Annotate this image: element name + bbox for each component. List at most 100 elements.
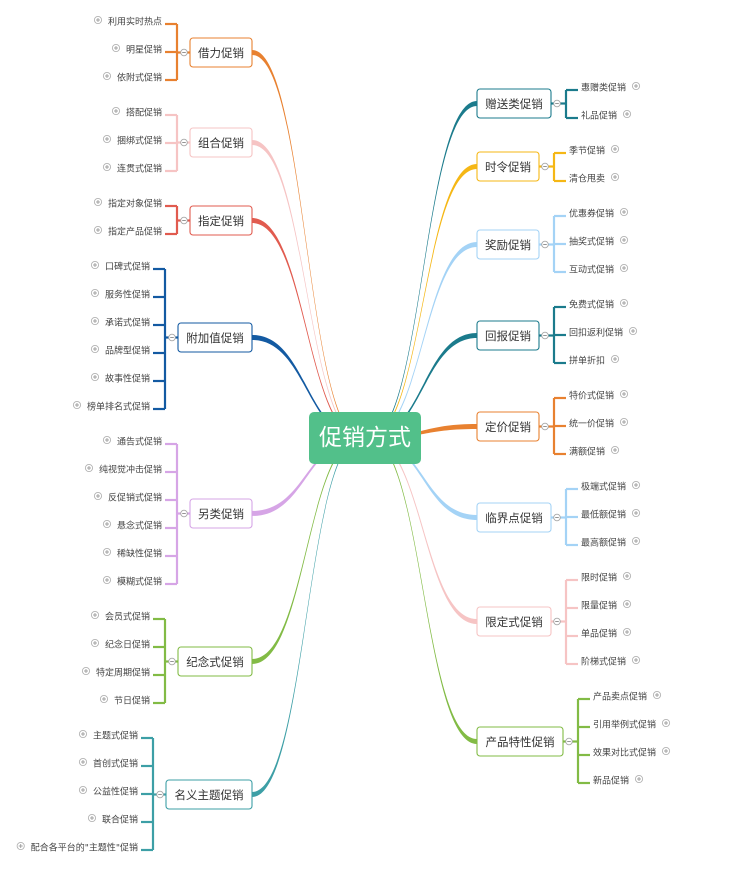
right-leaf-expand-icon-7-0[interactable] xyxy=(652,690,662,700)
left-leaf-expand-icon-5-1[interactable] xyxy=(90,638,100,648)
right-leaf-label-1-0: 季节促销 xyxy=(569,145,605,157)
left-leaf-expand-icon-5-0[interactable] xyxy=(90,610,100,620)
left-collapse-icon-6[interactable] xyxy=(156,790,164,799)
right-collapse-icon-7[interactable] xyxy=(565,737,573,746)
right-leaf-expand-icon-5-2[interactable] xyxy=(631,536,641,546)
right-leaf-expand-icon-7-1[interactable] xyxy=(661,718,671,728)
right-leaf-expand-icon-2-2[interactable] xyxy=(619,263,629,273)
left-leaf-expand-icon-6-3[interactable] xyxy=(87,813,97,823)
right-branch-curve-6 xyxy=(369,437,477,624)
left-branch-node-5[interactable]: 纪念式促销 xyxy=(177,646,253,677)
left-leaf-expand-icon-3-3[interactable] xyxy=(90,344,100,354)
right-branch-node-3[interactable]: 回报促销 xyxy=(476,320,540,351)
right-collapse-icon-1[interactable] xyxy=(541,162,549,171)
right-collapse-icon-4[interactable] xyxy=(541,422,549,431)
left-leaf-expand-icon-6-2[interactable] xyxy=(78,785,88,795)
left-leaf-label-5-2: 特定周期促销 xyxy=(96,667,150,679)
right-leaf-expand-icon-3-2[interactable] xyxy=(610,354,620,364)
left-leaf-expand-icon-3-5[interactable] xyxy=(72,400,82,410)
right-branch-node-6[interactable]: 限定式促销 xyxy=(476,606,552,637)
left-collapse-icon-5[interactable] xyxy=(168,657,176,666)
left-collapse-icon-1[interactable] xyxy=(180,138,188,147)
left-branch-node-2[interactable]: 指定促销 xyxy=(189,205,253,236)
left-leaf-expand-icon-2-1[interactable] xyxy=(93,225,103,235)
right-leaf-expand-icon-1-1[interactable] xyxy=(610,172,620,182)
left-branch-node-0[interactable]: 借力促销 xyxy=(189,37,253,68)
right-branch-node-0[interactable]: 赠送类促销 xyxy=(476,88,552,119)
right-leaf-expand-icon-0-1[interactable] xyxy=(622,109,632,119)
left-leaf-expand-icon-0-2[interactable] xyxy=(102,71,112,81)
left-leaf-expand-icon-4-2[interactable] xyxy=(93,491,103,501)
right-leaf-expand-icon-5-1[interactable] xyxy=(631,508,641,518)
right-branch-node-1[interactable]: 时令促销 xyxy=(476,151,540,182)
right-collapse-icon-2[interactable] xyxy=(541,240,549,249)
left-leaf-label-3-2: 承诺式促销 xyxy=(105,317,150,329)
right-leaf-expand-icon-4-1[interactable] xyxy=(619,417,629,427)
left-leaf-expand-icon-0-1[interactable] xyxy=(111,43,121,53)
left-leaf-expand-icon-4-3[interactable] xyxy=(102,519,112,529)
left-leaf-expand-icon-3-2[interactable] xyxy=(90,316,100,326)
left-leaf-expand-icon-3-4[interactable] xyxy=(90,372,100,382)
left-leaf-expand-icon-3-0[interactable] xyxy=(90,260,100,270)
right-branch-node-5[interactable]: 临界点促销 xyxy=(476,502,552,533)
right-collapse-icon-6[interactable] xyxy=(553,617,561,626)
left-leaf-expand-icon-1-2[interactable] xyxy=(102,162,112,172)
right-collapse-icon-5[interactable] xyxy=(553,513,561,522)
right-leaf-label-0-0: 惠赠类促销 xyxy=(581,82,626,94)
left-leaf-expand-icon-5-2[interactable] xyxy=(81,666,91,676)
left-leaf-expand-icon-0-0[interactable] xyxy=(93,15,103,25)
left-leaf-expand-icon-4-1[interactable] xyxy=(84,463,94,473)
right-leaf-expand-icon-4-0[interactable] xyxy=(619,389,629,399)
left-leaf-expand-icon-6-0[interactable] xyxy=(78,729,88,739)
left-leaf-label-6-0: 主题式促销 xyxy=(93,730,138,742)
left-collapse-icon-2[interactable] xyxy=(180,216,188,225)
left-branch-label-5: 纪念式促销 xyxy=(186,655,244,669)
right-leaf-expand-icon-7-2[interactable] xyxy=(661,746,671,756)
left-leaf-expand-icon-4-4[interactable] xyxy=(102,547,112,557)
right-collapse-icon-3[interactable] xyxy=(541,331,549,340)
left-leaf-expand-icon-1-0[interactable] xyxy=(111,106,121,116)
right-leaf-expand-icon-6-1[interactable] xyxy=(622,599,632,609)
left-leaf-expand-icon-1-1[interactable] xyxy=(102,134,112,144)
central-topic[interactable]: 促销方式 xyxy=(309,412,421,464)
left-leaf-expand-icon-4-5[interactable] xyxy=(102,575,112,585)
left-leaf-expand-icon-2-0[interactable] xyxy=(93,197,103,207)
right-leaf-expand-icon-3-1[interactable] xyxy=(628,326,638,336)
right-leaf-expand-icon-3-0[interactable] xyxy=(619,298,629,308)
left-branch-node-1[interactable]: 组合促销 xyxy=(189,127,253,158)
left-leaf-expand-icon-4-0[interactable] xyxy=(102,435,112,445)
right-branch-node-7[interactable]: 产品特性促销 xyxy=(476,726,564,757)
right-leaf-label-7-3: 新品促销 xyxy=(593,775,629,787)
left-branch-node-4[interactable]: 另类促销 xyxy=(189,498,253,529)
left-leaf-label-5-3: 节日促销 xyxy=(114,695,150,707)
right-branch-curve-3 xyxy=(369,333,477,439)
left-branch-node-3[interactable]: 附加值促销 xyxy=(177,322,253,353)
right-leaf-label-2-1: 抽奖式促销 xyxy=(569,236,614,248)
left-leaf-label-1-2: 连贯式促销 xyxy=(117,163,162,175)
right-leaf-label-7-1: 引用举例式促销 xyxy=(593,719,656,731)
left-collapse-icon-0[interactable] xyxy=(180,48,188,57)
right-leaf-expand-icon-1-0[interactable] xyxy=(610,144,620,154)
left-leaf-expand-icon-5-3[interactable] xyxy=(99,694,109,704)
right-leaf-expand-icon-6-0[interactable] xyxy=(622,571,632,581)
left-leaf-expand-icon-3-1[interactable] xyxy=(90,288,100,298)
left-collapse-icon-4[interactable] xyxy=(180,509,188,518)
right-leaf-expand-icon-2-1[interactable] xyxy=(619,235,629,245)
right-leaf-expand-icon-6-3[interactable] xyxy=(631,655,641,665)
right-leaf-expand-icon-0-0[interactable] xyxy=(631,81,641,91)
right-leaf-label-2-0: 优惠券促销 xyxy=(569,208,614,220)
right-leaf-expand-icon-6-2[interactable] xyxy=(622,627,632,637)
right-leaf-expand-icon-2-0[interactable] xyxy=(619,207,629,217)
right-leaf-expand-icon-5-0[interactable] xyxy=(631,480,641,490)
right-leaf-label-6-1: 限量促销 xyxy=(581,600,617,612)
right-branch-label-1: 时令促销 xyxy=(485,160,531,174)
left-leaf-expand-icon-6-1[interactable] xyxy=(78,757,88,767)
left-leaf-expand-icon-6-4[interactable] xyxy=(16,841,25,851)
right-leaf-expand-icon-7-3[interactable] xyxy=(634,774,644,784)
right-collapse-icon-0[interactable] xyxy=(553,99,561,108)
right-leaf-expand-icon-4-2[interactable] xyxy=(610,445,620,455)
right-branch-node-4[interactable]: 定价促销 xyxy=(476,411,540,442)
left-collapse-icon-3[interactable] xyxy=(168,333,176,342)
right-branch-node-2[interactable]: 奖励促销 xyxy=(476,229,540,260)
left-branch-node-6[interactable]: 名义主题促销 xyxy=(165,779,253,810)
